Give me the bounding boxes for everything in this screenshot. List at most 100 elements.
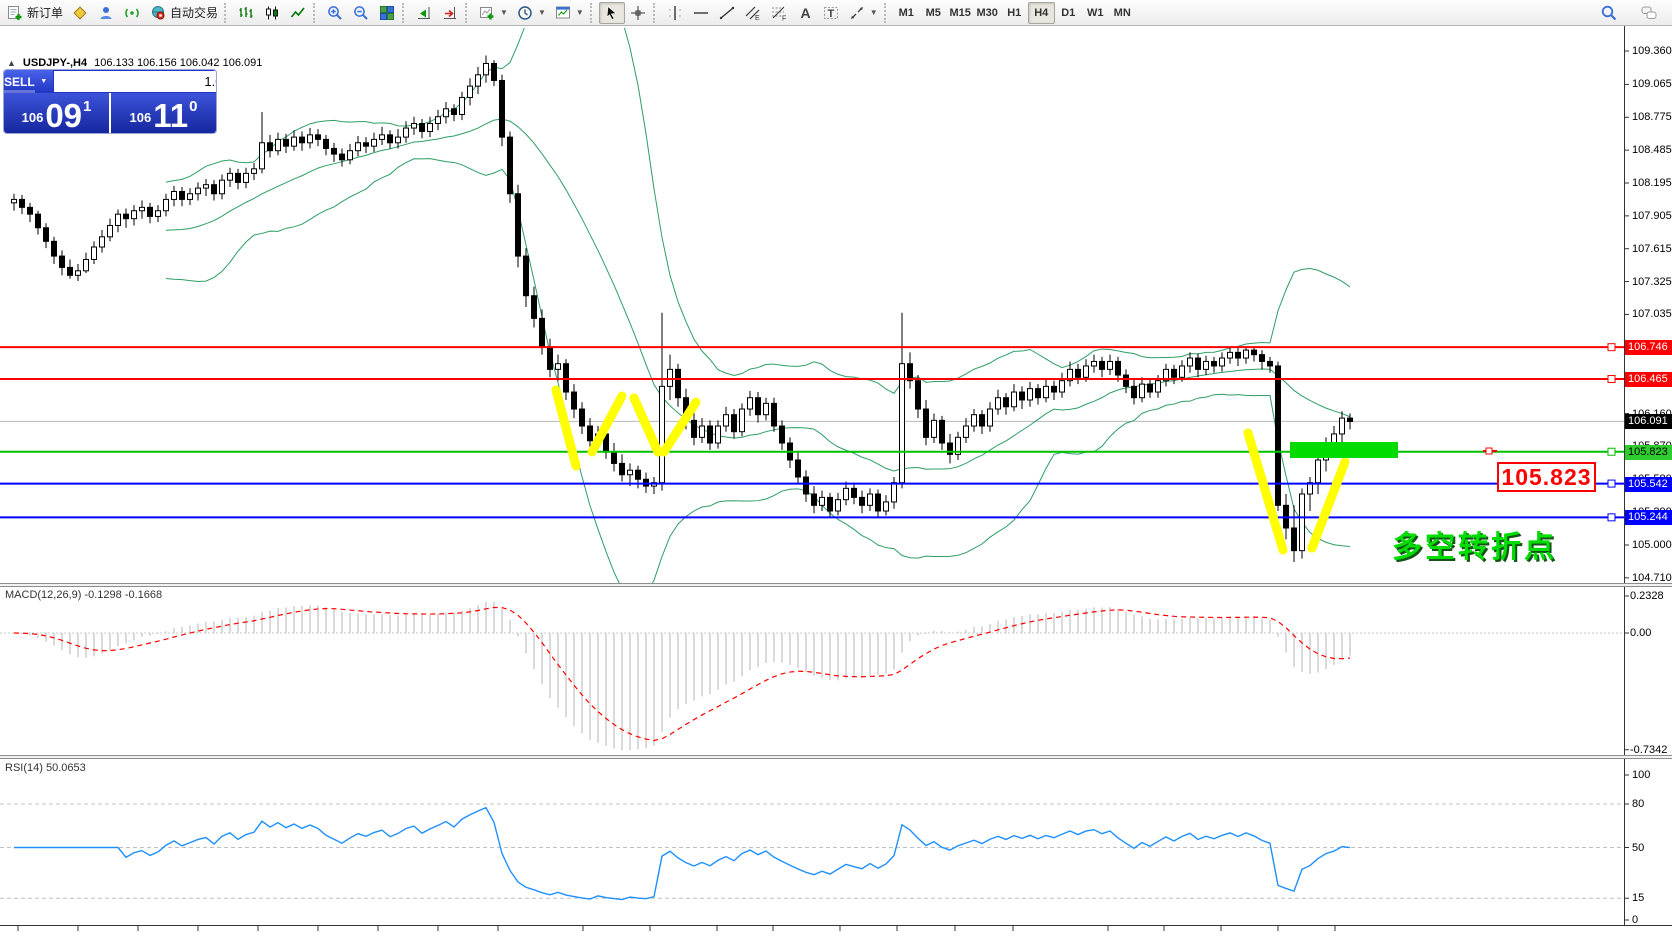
sell-price-big: 09	[45, 96, 83, 133]
dropdown-arrow-icon: ▼	[537, 8, 546, 17]
timeframe-m1-button[interactable]: M1	[898, 6, 914, 19]
macd-tick: 0.2328	[1630, 589, 1664, 602]
autotrading-button[interactable]: 自动交易	[145, 2, 222, 24]
price-tick: 108.775	[1632, 111, 1672, 124]
search-button[interactable]	[1596, 2, 1622, 24]
buy-price-big: 11	[153, 96, 189, 133]
rsi-tick: 80	[1632, 798, 1645, 810]
timeframe-mn-button[interactable]: MN	[1113, 6, 1131, 19]
rsi-tick: 0	[1632, 914, 1639, 926]
time-axis[interactable]	[0, 926, 1624, 949]
symbols-icon	[73, 5, 87, 20]
trendline-button[interactable]	[714, 2, 740, 24]
rsi-label: RSI(14) 50.0653	[5, 762, 86, 774]
dropdown-arrow-icon: ▼	[500, 8, 508, 17]
auto-scroll-button[interactable]	[411, 2, 437, 24]
price-tick: 109.360	[1632, 45, 1672, 57]
toolbar: 新订单 自动交易 ▼ ▼ ▼ E F A T ▼ M1 M5 M15 M30 H1 H4 D1 W1 MN	[0, 0, 1672, 26]
data-window-button[interactable]	[93, 2, 119, 24]
label-icon: T	[823, 6, 838, 20]
bar-chart-icon	[239, 6, 253, 18]
chart-window: 109.360 109.065 108.775 108.485 108.195 107.9…	[0, 26, 1672, 949]
timeframe-m15-button[interactable]: M15	[949, 6, 971, 19]
buy-price-button[interactable]: 106 11 0	[111, 93, 216, 133]
hline-price-tag: 106.746	[1625, 340, 1672, 356]
templates-button[interactable]: ▼	[550, 2, 588, 24]
turning-point-annotation[interactable]: 多空转折点	[1392, 531, 1557, 564]
zoom-out-button[interactable]	[348, 2, 374, 24]
autotrading-icon	[152, 5, 165, 19]
toolbar-separator	[465, 2, 472, 23]
signals-icon	[125, 7, 139, 18]
new-order-button-label: 新订单	[27, 6, 64, 20]
volume-input[interactable]	[52, 70, 216, 93]
symbols-button[interactable]	[67, 2, 93, 24]
volume-decrease-button[interactable]: ▼	[34, 70, 53, 93]
panel-splitter-rsi[interactable]	[0, 755, 1672, 759]
timeframe-w1-button[interactable]: W1	[1086, 6, 1104, 19]
sell-price-button[interactable]: 106 09 1	[4, 93, 109, 133]
price-tick: 107.905	[1632, 209, 1672, 222]
signals-button[interactable]	[119, 2, 145, 24]
periods-button[interactable]: ▼	[512, 2, 550, 24]
price-tick: 104.710	[1632, 571, 1672, 584]
hline-price-tag: 106.465	[1625, 372, 1672, 387]
auto-scroll-icon	[418, 6, 431, 19]
sell-price-pip: 1	[83, 98, 92, 115]
toolbar-separator	[402, 2, 409, 23]
channel-button[interactable]: E	[740, 2, 766, 24]
panel-splitter-macd[interactable]	[0, 583, 1672, 587]
chart-shift-button[interactable]	[437, 2, 463, 24]
chart-title: ▲ USDJPY-,H4 106.133 106.156 106.042 106…	[7, 57, 262, 69]
cursor-icon	[606, 5, 617, 20]
svg-text:T: T	[827, 8, 834, 20]
trendline-icon	[719, 6, 734, 19]
text-button[interactable]: A	[792, 2, 818, 24]
chart-canvas[interactable]	[0, 26, 1672, 949]
timeframe-h4-button[interactable]: H4	[1027, 1, 1055, 24]
new-order-button[interactable]: 新订单	[2, 2, 67, 24]
dropdown-arrow-icon: ▼	[575, 8, 584, 17]
horizontal-line-button[interactable]	[688, 2, 714, 24]
timeframe-m5-button[interactable]: M5	[925, 6, 941, 19]
svg-text:A: A	[800, 5, 810, 21]
price-annotation-box[interactable]: 105.823	[1497, 462, 1596, 492]
macd-label: MACD(12,26,9) -0.1298 -0.1668	[5, 589, 163, 601]
price-tick: 108.195	[1632, 176, 1672, 189]
chat-icon	[1641, 6, 1657, 19]
new-order-icon	[8, 5, 22, 20]
cursor-button[interactable]	[598, 1, 625, 24]
timeframe-h1-button[interactable]: H1	[1007, 6, 1022, 19]
one-click-trading-panel: SELL ▼ ▲ BUY 106 09 1 106 11 0	[4, 70, 216, 133]
shapes-button[interactable]: ▼	[844, 2, 882, 24]
indicators-button[interactable]: ▼	[474, 2, 512, 24]
one-click-collapse-icon[interactable]: ▲	[7, 58, 16, 68]
label-button[interactable]: T	[818, 2, 844, 24]
zoom-out-icon	[354, 5, 368, 20]
indicators-icon	[480, 6, 494, 19]
shapes-icon	[850, 6, 863, 19]
timeframe-d1-button[interactable]: D1	[1061, 6, 1076, 19]
sell-price-prefix: 106	[21, 110, 44, 125]
hline-icon	[693, 11, 708, 14]
fibonacci-button[interactable]: F	[766, 2, 792, 24]
chat-button[interactable]	[1636, 2, 1662, 24]
price-tick: 108.485	[1632, 144, 1672, 157]
timeframe-m30-button[interactable]: M30	[976, 6, 998, 19]
symbol-name: USDJPY-,H4	[22, 57, 88, 69]
line-chart-button[interactable]	[285, 2, 311, 24]
candlestick-chart-button[interactable]	[259, 2, 285, 24]
price-axis[interactable]	[1624, 26, 1672, 926]
line-chart-icon	[290, 6, 305, 18]
vertical-line-button[interactable]	[662, 2, 688, 24]
sell-button[interactable]: SELL	[4, 70, 35, 93]
tile-windows-button[interactable]	[374, 2, 400, 24]
toolbar-right-icons	[1596, 2, 1662, 24]
price-tick: 107.615	[1632, 242, 1672, 255]
bar-chart-button[interactable]	[233, 2, 259, 24]
hline-price-tag: 105.823	[1625, 444, 1672, 460]
zoom-in-button[interactable]	[322, 2, 348, 24]
hline-price-tag: 105.244	[1625, 510, 1672, 526]
crosshair-button[interactable]	[625, 2, 651, 24]
text-icon: A	[800, 5, 810, 21]
